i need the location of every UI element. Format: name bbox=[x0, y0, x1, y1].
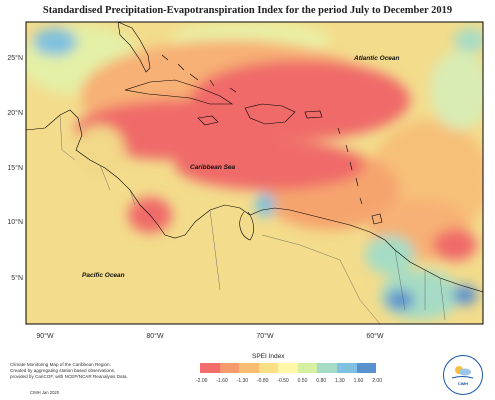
legend-tick-label: 1.30 bbox=[334, 378, 345, 384]
legend-ticks: -2.00 -1.60 -1.30 -0.80 -0.50 0.50 0.80 1.30 1.6… bbox=[196, 378, 382, 384]
cimh-logo: CIMH bbox=[443, 355, 483, 395]
lon-tick: 60°W bbox=[366, 332, 384, 340]
legend-colorbar bbox=[200, 363, 377, 373]
legend-swatch bbox=[200, 363, 220, 373]
lat-tick: 15°N bbox=[7, 164, 23, 172]
sun-cloud-icon bbox=[451, 366, 474, 379]
legend-tick-label: -1.60 bbox=[216, 378, 228, 384]
coastlines bbox=[26, 22, 483, 324]
legend-swatch bbox=[278, 363, 298, 373]
legend-swatch bbox=[219, 363, 240, 373]
legend-swatch bbox=[239, 363, 259, 373]
legend-tick-label: 1.60 bbox=[353, 378, 364, 384]
map-title: Standardised Precipitation-Evapotranspir… bbox=[42, 5, 453, 16]
label-atlantic-ocean: Atlantic Ocean bbox=[353, 55, 400, 62]
legend-tick-label: -1.30 bbox=[236, 378, 249, 384]
lat-tick: 25°N bbox=[7, 54, 23, 62]
label-caribbean-sea: Caribbean Sea bbox=[190, 164, 236, 171]
lat-axis: 25°N 20°N 15°N 10°N 5°N bbox=[7, 54, 23, 282]
spei-field bbox=[26, 22, 483, 324]
lat-tick: 20°N bbox=[7, 109, 23, 117]
footer-line: Created by aggregating station based obs… bbox=[10, 368, 116, 374]
footer-note: Climate Monitoring Map of the Caribbean … bbox=[10, 362, 190, 381]
logo-text: CIMH bbox=[457, 381, 469, 386]
legend-title: SPEI Index bbox=[252, 353, 285, 360]
legend-swatch bbox=[297, 363, 318, 373]
legend-tick-label: -0.80 bbox=[256, 378, 269, 384]
legend-tick-label: 2.00 bbox=[372, 378, 382, 384]
legend-tick-label: 0.80 bbox=[316, 378, 327, 384]
lat-tick: 10°N bbox=[7, 218, 23, 226]
footer-copyright: CIMH Jan 2020 bbox=[30, 390, 60, 395]
lat-tick: 5°N bbox=[11, 274, 23, 282]
legend-swatch bbox=[258, 363, 279, 373]
legend-swatch bbox=[317, 363, 337, 373]
legend-tick-label: 0.50 bbox=[297, 378, 308, 384]
legend-swatch bbox=[336, 363, 357, 373]
legend-tick-label: -0.50 bbox=[277, 378, 289, 384]
legend-swatch bbox=[356, 363, 377, 373]
legend-tick-label: -2.00 bbox=[196, 378, 208, 384]
footer-line: Climate Monitoring Map of the Caribbean … bbox=[10, 362, 111, 367]
lon-tick: 90°W bbox=[36, 332, 54, 340]
map-frame bbox=[25, 21, 484, 325]
lon-axis: 90°W 80°W 70°W 60°W bbox=[36, 332, 384, 340]
lon-tick: 80°W bbox=[146, 332, 164, 340]
footer-line: provided by CariCOF, with NCEP/NCAR Rean… bbox=[10, 374, 128, 380]
lon-tick: 70°W bbox=[256, 332, 274, 340]
label-pacific-ocean: Pacific Ocean bbox=[82, 272, 125, 279]
